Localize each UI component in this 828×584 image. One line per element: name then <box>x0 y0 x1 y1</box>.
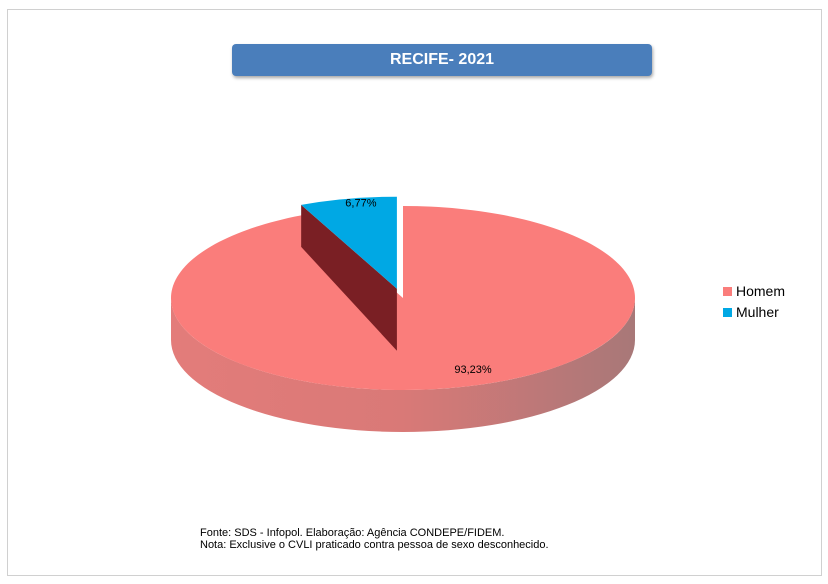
legend-swatch-mulher <box>723 308 732 317</box>
legend-label-homem: Homem <box>736 283 785 299</box>
slice-homem <box>171 206 635 390</box>
note-text: Nota: Exclusive o CVLI praticado contra … <box>200 539 549 551</box>
data-label-homem: 93,23% <box>454 364 492 376</box>
legend-item-mulher: Mulher <box>723 302 785 322</box>
source-text: Fonte: SDS - Infopol. Elaboração: Agênci… <box>200 527 549 539</box>
chart-notes: Fonte: SDS - Infopol. Elaboração: Agênci… <box>200 527 549 551</box>
legend-label-mulher: Mulher <box>736 304 779 320</box>
legend: Homem Mulher <box>723 281 785 323</box>
legend-swatch-homem <box>723 287 732 296</box>
legend-item-homem: Homem <box>723 281 785 301</box>
data-label-mulher: 6,77% <box>345 198 376 210</box>
